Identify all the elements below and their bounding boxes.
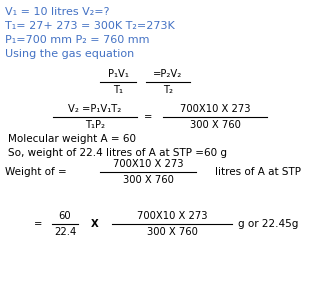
Text: 300 X 760: 300 X 760 [147,227,197,237]
Text: Molecular weight A = 60: Molecular weight A = 60 [8,134,136,144]
Text: 60: 60 [59,211,71,221]
Text: V₁ = 10 litres V₂=?: V₁ = 10 litres V₂=? [5,7,109,17]
Text: Using the gas equation: Using the gas equation [5,49,134,59]
Text: T₁= 27+ 273 = 300K T₂=273K: T₁= 27+ 273 = 300K T₂=273K [5,21,175,31]
Text: V₂ =P₁V₁T₂: V₂ =P₁V₁T₂ [68,104,121,114]
Text: X: X [91,219,99,229]
Text: 700X10 X 273: 700X10 X 273 [137,211,207,221]
Text: T₁: T₁ [113,85,123,95]
Text: g or 22.45g: g or 22.45g [238,219,298,229]
Text: =: = [34,219,42,229]
Text: 700X10 X 273: 700X10 X 273 [113,159,183,169]
Text: Weight of =: Weight of = [5,167,67,177]
Text: 300 X 760: 300 X 760 [122,175,173,185]
Text: T₂: T₂ [163,85,173,95]
Text: So, weight of 22.4 litres of A at STP =60 g: So, weight of 22.4 litres of A at STP =6… [8,148,227,158]
Text: T₁P₂: T₁P₂ [85,120,105,130]
Text: =: = [144,112,152,122]
Text: =P₂V₂: =P₂V₂ [153,69,183,79]
Text: 22.4: 22.4 [54,227,76,237]
Text: litres of A at STP: litres of A at STP [215,167,301,177]
Text: 700X10 X 273: 700X10 X 273 [180,104,250,114]
Text: 300 X 760: 300 X 760 [190,120,240,130]
Text: P₁V₁: P₁V₁ [107,69,128,79]
Text: P₁=700 mm P₂ = 760 mm: P₁=700 mm P₂ = 760 mm [5,35,149,45]
